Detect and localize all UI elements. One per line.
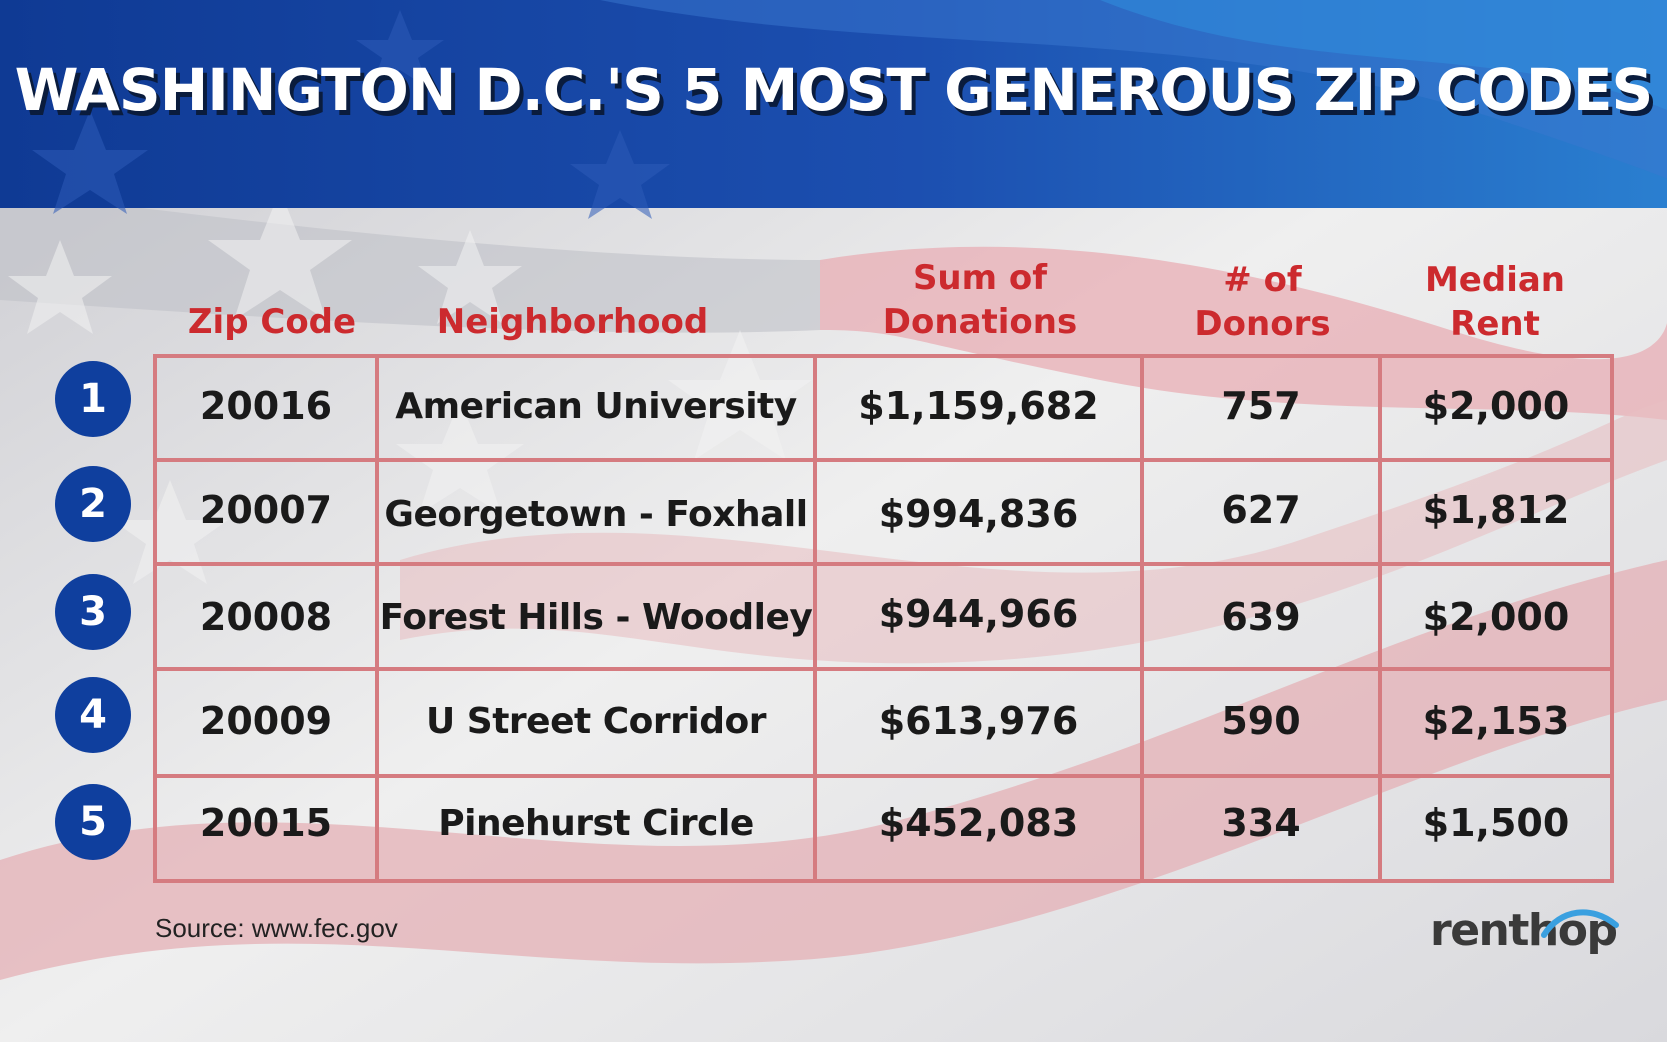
table-cell-zip: 20009: [199, 699, 333, 743]
table-cell-rent: $2,000: [1422, 595, 1570, 639]
col-header-rent: Median Rent: [1424, 260, 1566, 344]
table-cell-donations: $613,976: [878, 699, 1079, 743]
table-cell-donors: 757: [1221, 384, 1301, 428]
table-cell-donations: $994,836: [878, 492, 1079, 536]
table-cell-rent: $2,000: [1422, 384, 1570, 428]
header-band: WASHINGTON D.C.'S 5 MOST GENEROUS ZIP CO…: [0, 0, 1667, 208]
row-divider: [153, 667, 1614, 671]
rank-badge: 4: [55, 677, 131, 753]
rank-badge: 5: [55, 784, 131, 860]
table-cell-donations: $944,966: [878, 592, 1079, 636]
table-cell-neighborhood: Forest Hills - Woodley: [379, 596, 813, 638]
table-cell-zip: 20008: [199, 595, 333, 639]
table-cell-donors: 334: [1221, 801, 1301, 845]
col-header-neighborhood: Neighborhood: [436, 302, 709, 342]
source-note: Source: www.fec.gov: [155, 913, 398, 943]
col-header-donations: Sum of Donations: [882, 258, 1078, 342]
table-cell-zip: 20016: [199, 384, 333, 428]
rank-badge: 3: [55, 574, 131, 650]
logo-arc-icon: [1541, 909, 1619, 938]
table-cell-donors: 590: [1221, 699, 1301, 743]
data-table: [153, 354, 1614, 883]
col-header-zip: Zip Code: [187, 302, 357, 342]
table-cell-donors: 627: [1221, 488, 1301, 532]
row-divider: [153, 458, 1614, 462]
table-cell-donations: $1,159,682: [858, 384, 1099, 428]
table-cell-rent: $2,153: [1422, 699, 1570, 743]
rank-badge: 2: [55, 466, 131, 542]
table-cell-rent: $1,812: [1422, 488, 1570, 532]
table-cell-donors: 639: [1221, 595, 1301, 639]
table-cell-donations: $452,083: [878, 801, 1079, 845]
table-cell-neighborhood: American University: [395, 385, 797, 427]
col-header-donors: # of Donors: [1194, 260, 1331, 344]
row-divider: [153, 774, 1614, 778]
row-divider: [153, 562, 1614, 566]
column-divider: [813, 354, 817, 883]
table-cell-zip: 20007: [199, 488, 333, 532]
table-cell-neighborhood: U Street Corridor: [426, 700, 767, 742]
table-cell-neighborhood: Georgetown - Foxhall: [384, 493, 808, 535]
column-divider: [375, 354, 379, 883]
rank-badge: 1: [55, 361, 131, 437]
column-divider: [1140, 354, 1144, 883]
table-cell-neighborhood: Pinehurst Circle: [438, 802, 754, 844]
table-cell-zip: 20015: [199, 801, 333, 845]
column-divider: [1378, 354, 1382, 883]
page-title: WASHINGTON D.C.'S 5 MOST GENEROUS ZIP CO…: [14, 56, 1654, 124]
table-cell-rent: $1,500: [1422, 801, 1570, 845]
